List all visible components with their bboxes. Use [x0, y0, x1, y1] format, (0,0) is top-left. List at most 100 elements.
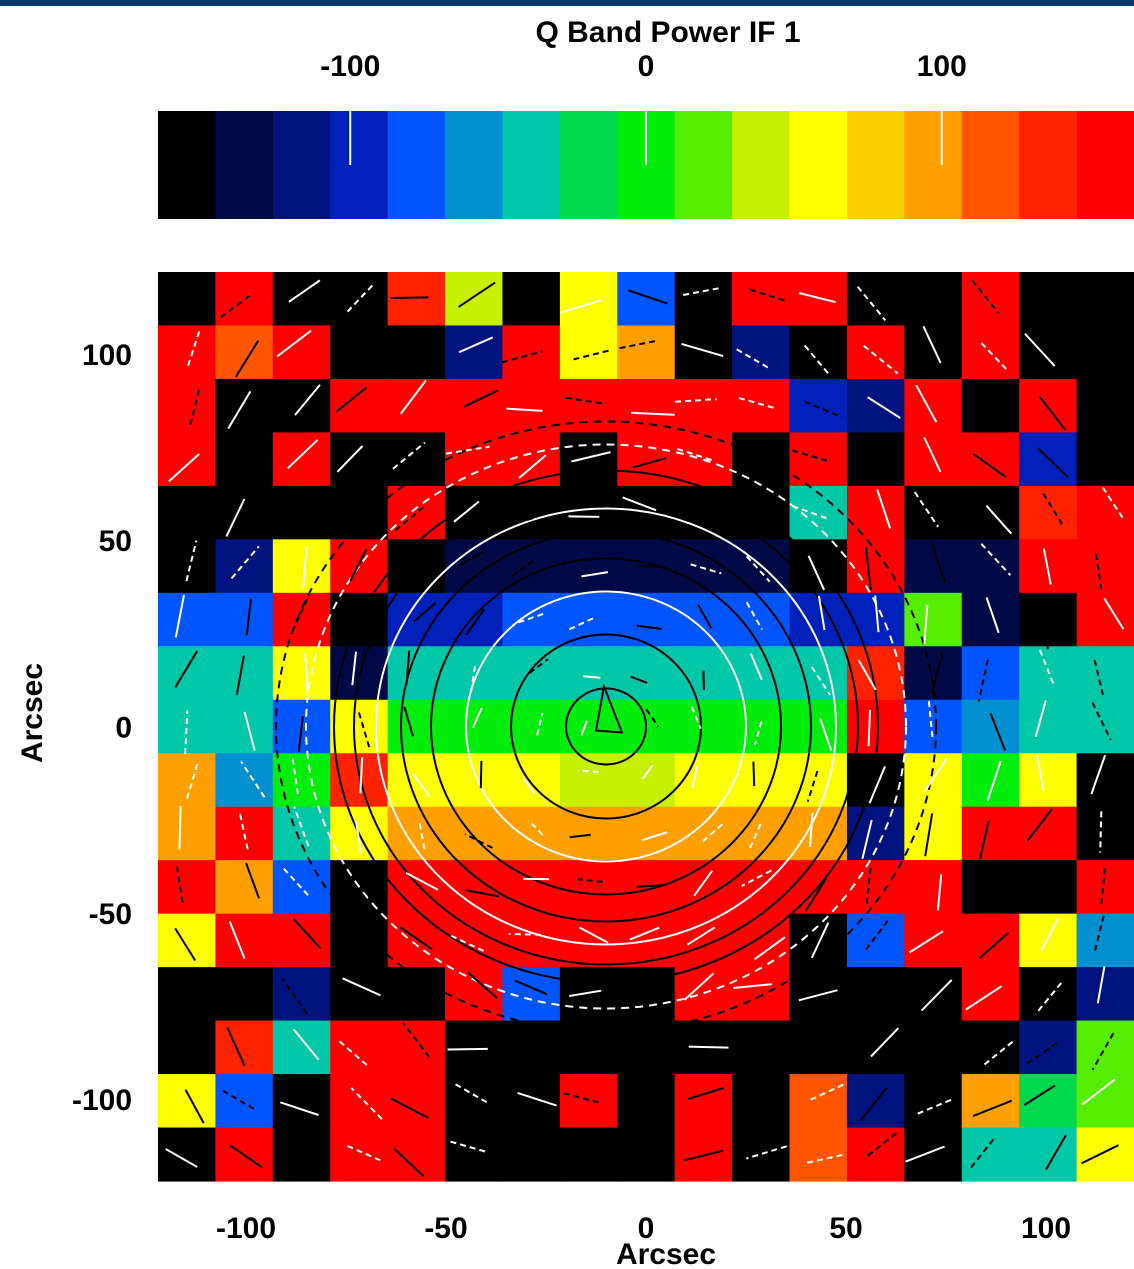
polarization-vector	[810, 666, 831, 696]
heatmap-cell	[674, 592, 733, 647]
heatmap-cell	[158, 592, 217, 647]
polarization-vector	[628, 1154, 665, 1171]
polarization-vector	[810, 922, 830, 959]
colorbar-swatch	[330, 111, 389, 219]
polarization-vector	[865, 440, 885, 479]
polarization-vector	[975, 393, 1010, 414]
heatmap-cell	[846, 699, 905, 754]
polarization-vector	[302, 546, 308, 589]
polarization-vector	[186, 763, 199, 799]
polarization-vector	[1025, 280, 1053, 312]
polarization-vector	[245, 862, 260, 899]
polarization-vector	[536, 712, 544, 736]
polarization-vector	[465, 889, 500, 898]
heatmap-cell	[1019, 378, 1078, 434]
heatmap-cell	[502, 1020, 561, 1075]
heatmap-cell	[674, 378, 733, 434]
heatmap-cell	[961, 592, 1020, 647]
polarization-vector	[342, 977, 381, 997]
heatmap-cell	[559, 806, 618, 861]
heatmap-cell	[961, 432, 1020, 487]
polarization-vector	[804, 344, 831, 377]
heatmap-cell	[445, 1020, 504, 1075]
polarization-vector	[636, 624, 662, 630]
polarization-vector	[185, 540, 198, 582]
polarization-vector	[989, 713, 1007, 751]
polarization-vector	[393, 343, 430, 354]
polarization-vector	[573, 349, 612, 361]
polarization-vector	[857, 659, 877, 691]
polarization-vector	[393, 1147, 425, 1178]
polarization-vector	[276, 329, 312, 358]
polarization-vector	[281, 977, 309, 1015]
polarization-vector	[817, 595, 826, 631]
heatmap-cell	[674, 806, 733, 861]
polarization-vector	[1034, 982, 1062, 1015]
polarization-vector	[281, 866, 309, 896]
polarization-vector	[636, 884, 663, 888]
polarization-vector	[1024, 333, 1056, 367]
colorbar-swatch	[732, 111, 791, 219]
heatmap-cell	[215, 753, 274, 808]
polarization-vector	[405, 650, 411, 686]
heatmap-cell	[158, 806, 217, 861]
polarization-vector	[619, 339, 658, 350]
heatmap-cell	[1019, 485, 1078, 540]
polarization-vector	[1036, 754, 1045, 792]
heatmap-cell	[330, 913, 389, 968]
heatmap-cell	[272, 592, 331, 647]
x-tick-label: 50	[829, 1212, 862, 1245]
heatmap-cell	[617, 432, 676, 487]
polarization-vector	[1098, 434, 1122, 468]
polarization-vector	[518, 454, 547, 479]
polarization-vector	[445, 445, 490, 455]
polarization-vector	[629, 926, 660, 941]
polarization-vector	[518, 612, 545, 624]
polarization-vector	[804, 878, 827, 912]
polarization-vector	[234, 340, 260, 378]
heatmap-cell	[961, 539, 1020, 594]
polarization-vector	[359, 757, 364, 794]
polarization-vector	[569, 989, 602, 997]
heatmap-cell	[904, 1127, 963, 1182]
heatmap-cell	[215, 967, 274, 1022]
heatmap-cell	[961, 1127, 1020, 1182]
polarization-vector	[1092, 288, 1117, 323]
contour-line	[565, 687, 647, 766]
polarization-vector	[923, 288, 952, 314]
polarization-vector	[675, 398, 717, 403]
heatmap-cell	[158, 378, 217, 434]
polarization-vector	[619, 1085, 661, 1102]
heatmap-cell	[904, 860, 963, 915]
polarization-vector	[639, 564, 668, 569]
polarization-vector	[985, 505, 1013, 535]
polarization-vector	[745, 555, 771, 583]
x-tick-label: 100	[1021, 1212, 1071, 1245]
polarization-vector	[1091, 702, 1112, 741]
heatmap-cell	[559, 699, 618, 754]
polarization-vector	[1091, 333, 1126, 360]
x-tick-label: -50	[424, 1212, 467, 1245]
heatmap-cell	[732, 1020, 791, 1075]
polarization-vector	[398, 988, 434, 1011]
polarization-vector	[691, 765, 698, 789]
heatmap-cell	[732, 1127, 791, 1182]
colorbar-tick-label: 0	[638, 50, 655, 83]
polarization-vector	[174, 927, 197, 962]
polarization-vector	[229, 1144, 263, 1169]
heatmap-cell	[1076, 485, 1134, 540]
heatmap-cell	[789, 806, 848, 861]
polarization-vector	[527, 819, 544, 836]
heatmap-cell	[1019, 1074, 1078, 1129]
heatmap-cell	[674, 272, 733, 327]
polarization-vector	[978, 820, 990, 860]
polarization-vector	[448, 1140, 486, 1153]
polarization-vector	[688, 1045, 729, 1049]
heatmap-cell	[330, 325, 389, 380]
polarization-vector	[905, 1145, 945, 1163]
polarization-vector	[304, 652, 309, 693]
heatmap-cell	[272, 646, 331, 701]
heatmap-cell	[1019, 753, 1078, 808]
polarization-vector	[908, 930, 944, 954]
